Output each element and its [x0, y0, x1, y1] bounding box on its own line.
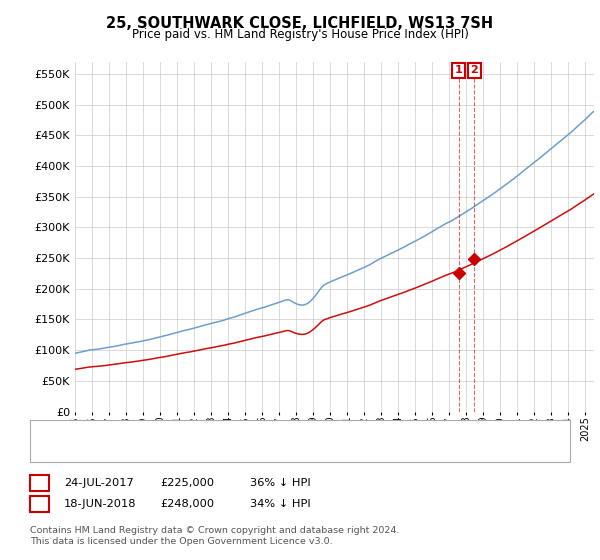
Text: £225,000: £225,000 — [160, 478, 214, 488]
Text: 1: 1 — [455, 66, 463, 76]
Text: Price paid vs. HM Land Registry's House Price Index (HPI): Price paid vs. HM Land Registry's House … — [131, 28, 469, 41]
Text: HPI: Average price, detached house, Lichfield: HPI: Average price, detached house, Lich… — [75, 445, 323, 455]
Text: 2: 2 — [470, 66, 478, 76]
Text: 36% ↓ HPI: 36% ↓ HPI — [250, 478, 311, 488]
Text: 1: 1 — [35, 477, 44, 490]
Text: 25, SOUTHWARK CLOSE, LICHFIELD, WS13 7SH: 25, SOUTHWARK CLOSE, LICHFIELD, WS13 7SH — [106, 16, 494, 31]
Text: 18-JUN-2018: 18-JUN-2018 — [64, 499, 137, 509]
Text: £248,000: £248,000 — [160, 499, 214, 509]
Text: 2: 2 — [35, 497, 44, 511]
Text: 34% ↓ HPI: 34% ↓ HPI — [250, 499, 311, 509]
Text: 24-JUL-2017: 24-JUL-2017 — [64, 478, 134, 488]
Text: 25, SOUTHWARK CLOSE, LICHFIELD, WS13 7SH (detached house): 25, SOUTHWARK CLOSE, LICHFIELD, WS13 7SH… — [75, 427, 433, 437]
Text: Contains HM Land Registry data © Crown copyright and database right 2024.
This d: Contains HM Land Registry data © Crown c… — [30, 526, 400, 546]
